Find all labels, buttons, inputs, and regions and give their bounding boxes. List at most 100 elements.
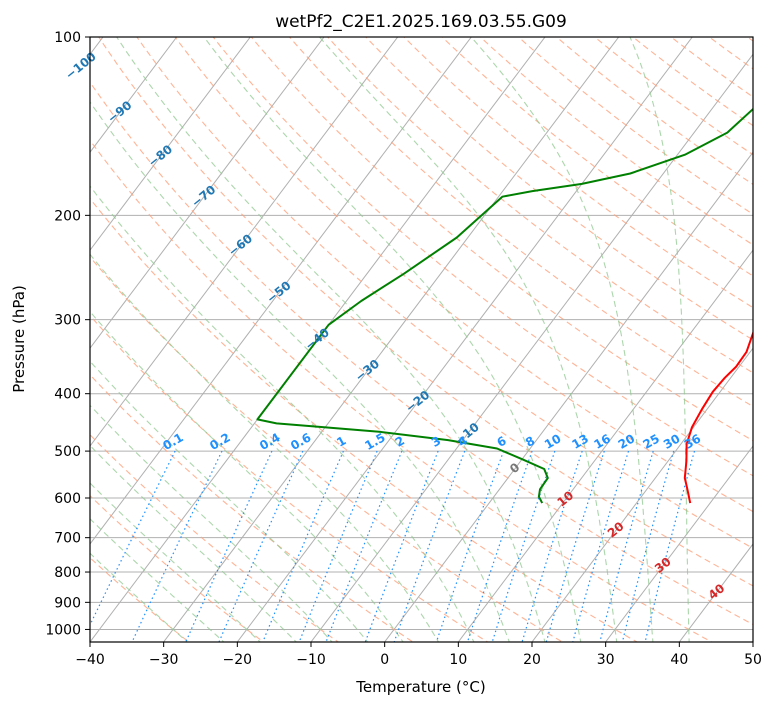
moist-adiabat [90,482,262,642]
x-tick-label: −20 [223,652,253,668]
isotherm-label: −50 [264,278,294,306]
moist-adiabat [90,552,189,642]
x-tick-label: 40 [670,652,688,668]
mixing-ratio-label: 0.2 [207,430,232,453]
mixing-ratio-line [621,450,675,642]
dry-adiabat [517,37,753,215]
mixing-ratio-label: 30 [661,431,682,451]
x-tick-label: −10 [296,652,326,668]
isotherm-line [90,37,251,251]
moist-adiabat [90,310,404,642]
mixing-ratio-line [521,450,583,642]
isotherm-line [90,37,399,447]
isotherm-line [752,641,753,642]
x-tick-label: −40 [75,652,105,668]
isotherm-label: −40 [302,325,332,353]
mixing-ratio-label: 10 [542,431,563,451]
x-axis: −40 −30 −20 −10 0 10 20 30 40 50 [75,642,762,668]
mixing-ratio-line [218,450,304,642]
mixing-ratio-line [393,450,466,642]
mixing-ratio-label: 1.5 [362,430,387,453]
x-tick-label: 30 [597,652,615,668]
dry-adiabat [746,37,753,42]
x-tick-label: 0 [380,652,389,668]
y-axis-label: Pressure (hPa) [10,285,28,393]
x-tick-label: −30 [149,652,179,668]
moist-adiabat [90,404,333,642]
plot-area: −100−90−80−70−60−50−40−30−20−10010203040… [63,27,775,644]
mixing-ratio-label: 2 [393,433,407,449]
isotherm-line [90,37,178,154]
moist-adiabat [116,37,546,642]
y-axis: 100 200 300 400 500 600 700 800 900 1000 [45,30,90,638]
mixing-ratio-label: 0.1 [160,430,185,453]
dry-adiabat [365,37,753,341]
x-tick-label: 10 [449,652,467,668]
moist-adiabat [90,360,369,642]
dry-adiabat [90,373,414,642]
x-axis-label: Temperature (°C) [355,678,485,696]
isotherm-label: −20 [403,388,433,416]
dry-adiabat [593,37,753,156]
isotherm-label: −100 [63,49,99,82]
mixing-ratio-label: 25 [640,431,661,451]
isotherm-line [383,151,753,642]
x-tick-label: 50 [744,652,762,668]
isotherm-line [310,53,753,642]
mixing-ratio-line [131,450,223,642]
mixing-ratio-label: 1 [334,433,348,449]
dry-adiabat [98,37,753,587]
chart-title: wetPf2_C2E1.2025.169.03.55.G09 [275,12,567,32]
dry-adiabat [708,37,753,70]
mixing-ratio-label: 3 [429,433,443,449]
dewpoint-trace [256,107,753,504]
plot-frame [89,36,754,643]
dry-adiabat [90,314,489,642]
moist-adiabat [90,185,475,642]
mixing-ratio-line [435,450,505,642]
mixing-ratio-line [572,450,630,642]
y-tick-label: 900 [54,595,81,611]
moist-adiabat [629,37,690,642]
isotherm-label: 10 [554,488,576,509]
y-tick-label: 1000 [45,622,81,638]
dry-adiabat [326,37,753,374]
isotherm-label: 40 [706,581,728,602]
y-tick-label: 600 [54,491,81,507]
mixing-ratio-label: 6 [494,433,508,449]
dry-adiabat [403,37,753,309]
isotherm-line [162,37,620,642]
mixing-ratio-line [644,450,696,642]
mixing-ratio-line [599,450,654,642]
isotherm-label: −70 [189,182,219,210]
y-tick-label: 400 [54,387,81,403]
dry-adiabat [90,81,753,626]
moist-adiabat [90,100,510,642]
isotherm-label: −30 [352,357,382,385]
moist-adiabat [319,37,618,642]
dry-adiabat [288,37,753,408]
temperature-trace [683,330,753,504]
isotherm-line [531,347,753,642]
y-tick-label: 800 [54,565,81,581]
mixing-ratio-label: 13 [569,431,590,451]
x-tick-label: 20 [523,652,541,668]
moist-adiabat [470,37,654,642]
isotherm-label: −90 [105,98,135,126]
y-tick-label: 700 [54,531,81,547]
isotherm-line [90,37,472,545]
dry-adiabat [90,256,564,642]
y-tick-label: 500 [54,444,81,460]
dry-adiabat [670,37,753,98]
isotherm-line [457,249,753,642]
isotherm-label: −80 [145,142,175,170]
mixing-ratio-label: 0.6 [288,430,313,453]
dry-adiabat [771,27,775,644]
moist-adiabat [90,444,298,642]
dry-adiabat [555,37,753,185]
dry-adiabat [90,197,639,642]
dry-adiabat [90,139,713,642]
dry-adiabat [90,433,340,642]
isotherm-label: −60 [226,231,256,259]
